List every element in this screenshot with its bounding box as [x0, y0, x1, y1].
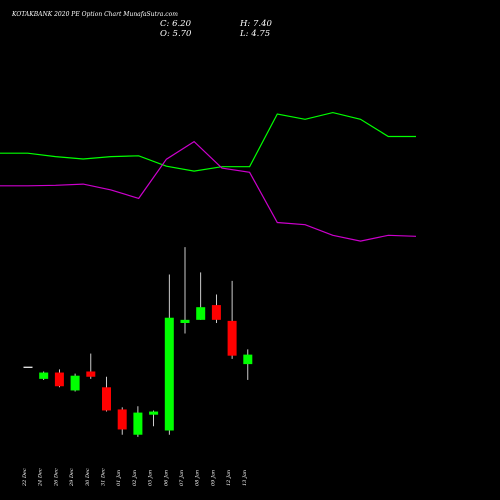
candle: [227, 280, 237, 359]
candle: [211, 294, 221, 323]
x-tick-label: 13 Jan: [242, 470, 248, 486]
candle-body-down: [211, 305, 221, 320]
candle-body-up: [164, 317, 174, 431]
x-tick-label: 01 Jan: [116, 470, 122, 486]
x-tick-label: 29 Dec: [69, 468, 75, 487]
candle: [196, 272, 206, 320]
x-tick-label: 26 Dec: [53, 468, 59, 487]
x-tick-label: 05 Jan: [148, 470, 154, 486]
candle: [39, 371, 49, 380]
candle-body-up: [133, 412, 143, 435]
x-tick-label: 06 Jan: [163, 470, 169, 486]
high-label: H: 7.40: [239, 19, 272, 29]
x-tick-labels: 22 Dec 24 Dec 26 Dec 29 Dec 30 Dec 31 Dec 01 J…: [22, 468, 248, 487]
low-label: L: 4.75: [239, 29, 270, 39]
x-tick-label: 30 Dec: [85, 468, 91, 486]
candle-body-up: [180, 319, 190, 323]
chart-title: KOTAKBANK 2020 PE Option Chart MunafaSut…: [11, 11, 178, 18]
candle: [180, 247, 190, 334]
x-tick-label: 02 Jan: [132, 470, 138, 486]
x-tick-label: 31 Dec: [101, 468, 107, 486]
candle-body-up: [243, 354, 253, 365]
candle: [149, 410, 159, 427]
candle: [54, 369, 64, 388]
candle-body-down: [86, 371, 96, 377]
close-label: C: 6.20: [160, 19, 192, 29]
x-tick-label: 22 Dec: [22, 468, 28, 487]
indicator-line-1: [0, 111, 416, 172]
indicator-lines: [0, 111, 417, 242]
x-tick-label: 24 Dec: [38, 468, 44, 487]
candle-body-up: [149, 411, 159, 415]
candle: [243, 349, 253, 380]
candle: [23, 366, 33, 368]
candles: [23, 247, 253, 437]
candle: [117, 407, 127, 435]
indicator-line-2: [0, 140, 417, 242]
candle-body-up: [39, 372, 49, 379]
candle-body-down: [54, 372, 64, 387]
candle: [86, 353, 96, 379]
candle-body-up: [70, 375, 80, 391]
x-tick-label: 08 Jan: [195, 470, 201, 486]
candle: [70, 373, 80, 392]
candle-body-down: [117, 409, 127, 430]
candle: [102, 376, 111, 412]
open-label: O: 5.70: [160, 29, 192, 39]
x-tick-label: 07 Jan: [179, 470, 185, 486]
candle-body-up: [23, 366, 33, 368]
candle: [133, 406, 143, 437]
candle: [164, 274, 174, 435]
candle-body-up: [196, 307, 206, 320]
candle-body-down: [227, 320, 237, 356]
x-tick-label: 09 Jan: [210, 470, 216, 486]
x-tick-label: 12 Jan: [226, 470, 232, 486]
candle-body-down: [102, 387, 111, 411]
